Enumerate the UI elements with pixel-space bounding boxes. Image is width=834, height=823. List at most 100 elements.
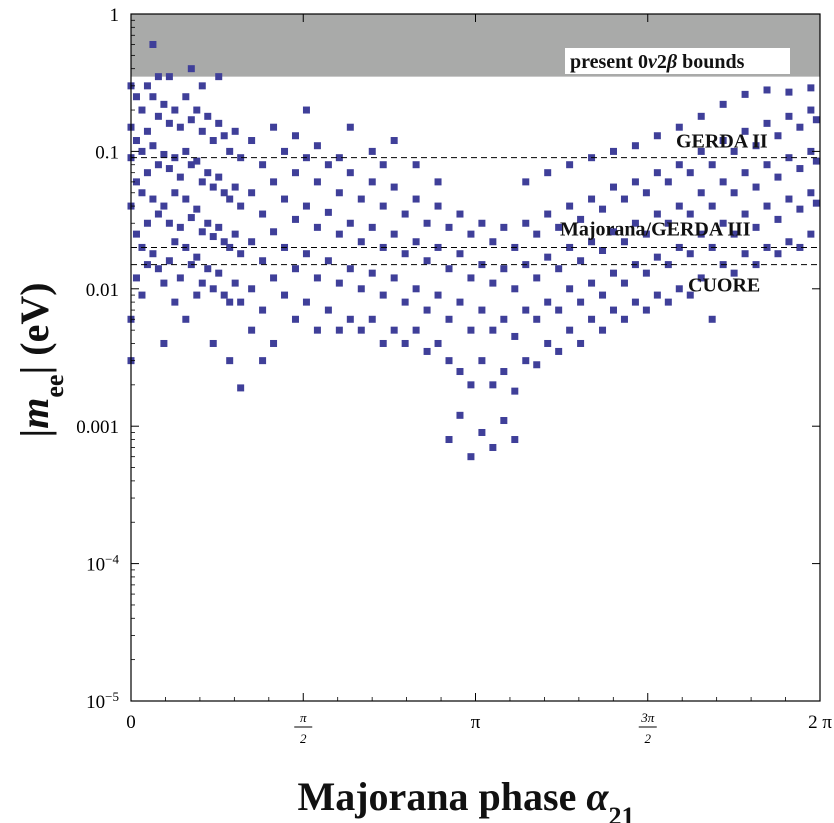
x-tick-label-numerator: 3π	[640, 710, 655, 725]
data-point	[346, 219, 354, 227]
data-point	[291, 265, 299, 273]
data-point	[555, 306, 563, 314]
data-point	[577, 257, 585, 265]
data-point	[434, 339, 442, 347]
x-tick-label: 0	[126, 712, 136, 733]
data-point	[730, 189, 738, 197]
data-point	[566, 202, 574, 210]
data-point	[226, 298, 234, 306]
data-point	[215, 223, 223, 231]
data-point	[313, 142, 321, 150]
data-point	[143, 127, 151, 135]
data-point	[664, 178, 672, 186]
data-point	[620, 195, 628, 203]
data-point	[313, 274, 321, 282]
data-point	[220, 291, 228, 299]
data-point	[248, 285, 256, 293]
data-point	[599, 205, 607, 213]
data-point	[807, 147, 815, 155]
data-point	[248, 137, 256, 145]
data-point	[609, 147, 617, 155]
data-point	[774, 250, 782, 258]
data-point	[544, 169, 552, 177]
data-point	[357, 195, 365, 203]
data-point	[445, 436, 453, 444]
data-point	[357, 238, 365, 246]
data-point	[324, 306, 332, 314]
data-point	[785, 195, 793, 203]
data-point	[445, 357, 453, 365]
data-point	[313, 178, 321, 186]
data-point	[160, 150, 168, 158]
data-point	[653, 210, 661, 218]
data-point	[686, 250, 694, 258]
data-point	[149, 195, 157, 203]
data-point	[379, 161, 387, 169]
data-point	[379, 202, 387, 210]
data-point	[522, 178, 530, 186]
data-point	[231, 127, 239, 135]
data-point	[620, 279, 628, 287]
data-point	[220, 189, 228, 197]
data-point	[774, 173, 782, 181]
data-point	[335, 189, 343, 197]
data-point	[171, 238, 179, 246]
data-point	[423, 306, 431, 314]
data-point	[774, 215, 782, 223]
data-point	[215, 73, 223, 81]
data-point	[631, 142, 639, 150]
data-point	[390, 230, 398, 238]
data-point	[686, 291, 694, 299]
data-point	[220, 132, 228, 140]
data-point	[143, 219, 151, 227]
data-point	[544, 339, 552, 347]
data-point	[423, 347, 431, 355]
data-point	[182, 147, 190, 155]
data-point	[390, 326, 398, 334]
data-point	[511, 332, 519, 340]
data-point	[165, 219, 173, 227]
data-point	[588, 279, 596, 287]
data-point	[226, 147, 234, 155]
data-point	[456, 411, 464, 419]
data-point	[335, 326, 343, 334]
data-point	[609, 183, 617, 191]
data-point	[324, 208, 332, 216]
data-point	[467, 381, 475, 389]
data-point	[642, 189, 650, 197]
data-point	[686, 169, 694, 177]
data-point	[160, 279, 168, 287]
data-point	[620, 238, 628, 246]
data-point	[281, 147, 289, 155]
data-point	[675, 285, 683, 293]
data-point	[390, 137, 398, 145]
data-point	[555, 347, 563, 355]
y-tick-label: 0.1	[95, 142, 119, 163]
data-point	[741, 169, 749, 177]
data-point	[248, 238, 256, 246]
data-point	[165, 119, 173, 127]
data-point	[533, 315, 541, 323]
data-point	[187, 161, 195, 169]
data-point	[368, 178, 376, 186]
data-point	[500, 223, 508, 231]
data-point	[511, 436, 519, 444]
data-point	[193, 291, 201, 299]
data-point	[237, 384, 245, 392]
data-point	[237, 154, 245, 162]
data-point	[390, 183, 398, 191]
data-point	[456, 210, 464, 218]
data-point	[588, 315, 596, 323]
data-point	[599, 246, 607, 254]
data-point	[719, 178, 727, 186]
data-point	[368, 315, 376, 323]
data-point	[434, 202, 442, 210]
data-point	[544, 298, 552, 306]
data-point	[335, 154, 343, 162]
data-point	[226, 195, 234, 203]
data-point	[160, 100, 168, 108]
data-point	[215, 269, 223, 277]
data-point	[176, 223, 184, 231]
data-point	[533, 361, 541, 369]
data-point	[489, 279, 497, 287]
